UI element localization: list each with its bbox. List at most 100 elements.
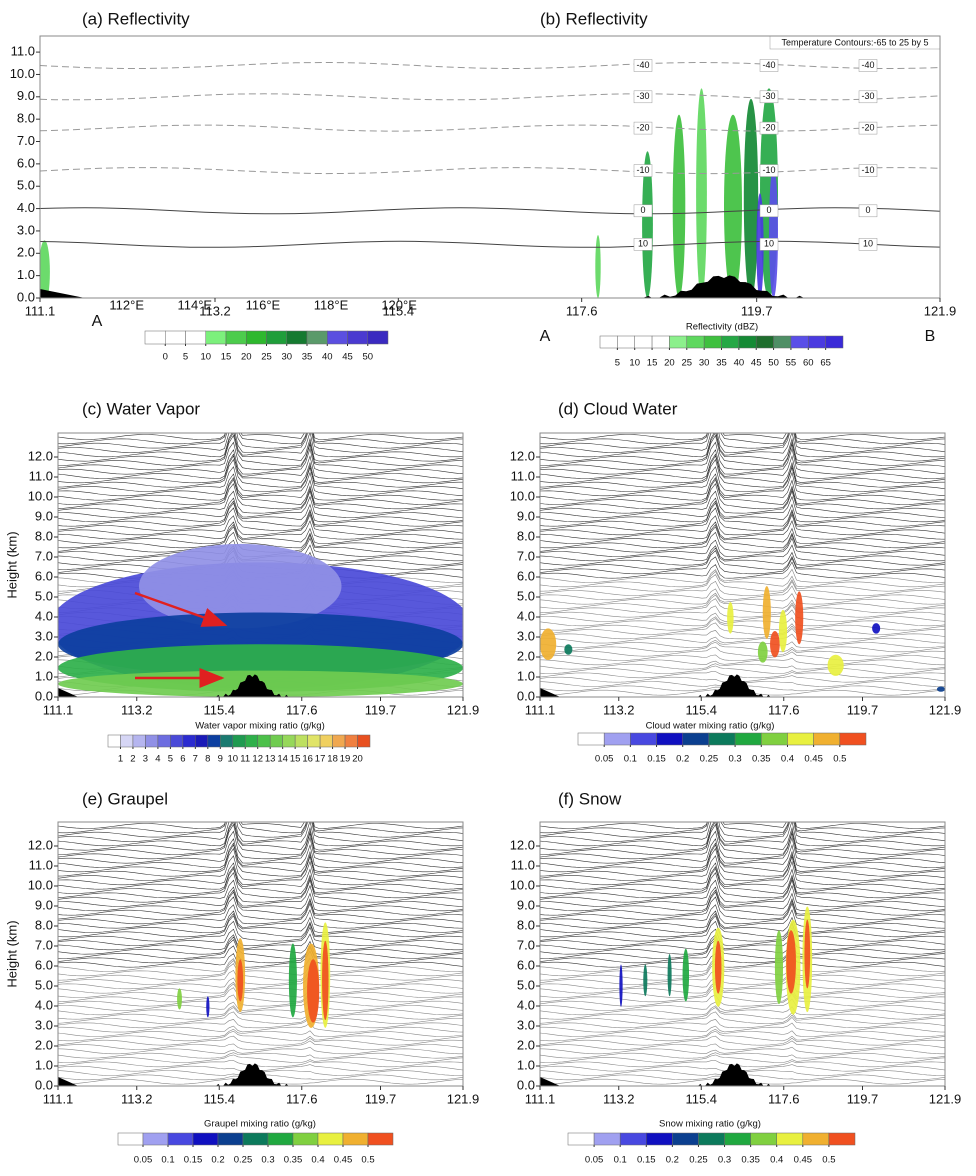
plot-frame xyxy=(57,432,464,698)
colorbar-box xyxy=(294,734,308,748)
terrain xyxy=(540,674,771,697)
colorbar-box xyxy=(761,732,788,746)
panel-title: (a) Reflectivity xyxy=(82,9,190,28)
colorbar-box xyxy=(603,732,631,746)
streamline xyxy=(58,842,463,868)
y-tick-label: 7.0 xyxy=(517,548,535,563)
y-tick-label: 12.0 xyxy=(28,448,53,463)
y-tick-label: 3.0 xyxy=(517,1017,535,1032)
field-shade xyxy=(40,240,50,298)
panel-title: (b) Reflectivity xyxy=(540,9,648,28)
colorbar-box xyxy=(185,330,206,345)
streamline xyxy=(58,909,463,929)
colorbar-box xyxy=(651,335,670,349)
plot-background xyxy=(40,36,940,298)
colorbar-label: Graupel mixing ratio (g/kg) xyxy=(204,1119,316,1130)
streamline xyxy=(540,592,945,605)
streamline xyxy=(540,1016,945,1029)
colorbar-box xyxy=(306,330,328,345)
streamline xyxy=(540,960,945,977)
streamline xyxy=(540,1040,945,1050)
colorbar-tick-label: 0.25 xyxy=(689,1155,708,1166)
streamline xyxy=(58,836,463,864)
panel: (c) Water Vapor 111.1 113.2 115.4 117.6 119.7… xyxy=(4,399,479,764)
streamline xyxy=(58,524,463,544)
contour-label: -30 xyxy=(636,91,649,101)
y-tick-label: 2.0 xyxy=(35,648,53,663)
contour-label: -30 xyxy=(861,91,874,101)
colorbar-box xyxy=(132,734,146,748)
x-tick-label: 121.9 xyxy=(929,1091,962,1106)
streamline xyxy=(540,987,945,1003)
y-tick-label: 1.0 xyxy=(35,668,53,683)
y-tick-label: 9.0 xyxy=(35,897,53,912)
field-shade xyxy=(642,151,653,298)
y-tick-label: 10.0 xyxy=(28,488,53,503)
contour-label: 10 xyxy=(638,239,648,249)
colorbar-tick-label: 0.4 xyxy=(311,1155,324,1166)
streamline xyxy=(58,433,463,449)
panel: (d) Cloud Water 111.1 113.2 115.4 117.6 119.7… xyxy=(510,399,962,764)
colorbar-tick-label: 9 xyxy=(218,754,223,765)
streamline xyxy=(540,477,945,501)
streamline xyxy=(540,550,945,570)
colorbar-tick-label: 25 xyxy=(681,358,692,369)
y-tick-label: 6.0 xyxy=(517,957,535,972)
colorbar-tick-label: 15 xyxy=(647,358,658,369)
colorbar-box xyxy=(755,335,774,349)
streamline xyxy=(58,477,463,501)
plot-frame xyxy=(57,821,464,1087)
colorbar-tick-label: 15 xyxy=(221,352,232,363)
streamline xyxy=(58,495,463,518)
colorbar-tick-label: 20 xyxy=(664,358,675,369)
streamline xyxy=(540,1011,945,1024)
streamline xyxy=(58,915,463,938)
colorbar-tick-label: 50 xyxy=(362,352,373,363)
colorbar-box xyxy=(367,330,389,345)
plot-area xyxy=(58,433,463,697)
streamline xyxy=(58,891,463,916)
y-tick-label: 10.0 xyxy=(28,877,53,892)
streamline xyxy=(540,950,945,968)
streamline xyxy=(540,983,945,998)
panel-title: (e) Graupel xyxy=(82,789,168,808)
streamline xyxy=(540,822,945,851)
colorbar-box xyxy=(242,1132,269,1146)
streamline xyxy=(540,633,945,644)
streamline xyxy=(540,945,945,964)
colorbar-box xyxy=(244,734,258,748)
colorbar-box xyxy=(120,734,134,748)
colorbar-tick-label: 25 xyxy=(261,352,272,363)
colorbar-tick-label: 0.3 xyxy=(261,1155,274,1166)
streamline xyxy=(58,447,463,475)
y-axis-label: Height (km) xyxy=(4,531,19,598)
streamline xyxy=(540,513,945,536)
y-tick-label: 5.0 xyxy=(517,588,535,603)
y-tick-label: 0.0 xyxy=(517,688,535,703)
streamline xyxy=(540,822,945,838)
y-tick-label: 1.0 xyxy=(517,668,535,683)
colorbar-box xyxy=(292,1132,319,1146)
streamline xyxy=(58,433,463,453)
field-shade xyxy=(769,167,778,298)
streamline xyxy=(540,490,945,514)
streamline xyxy=(58,458,463,488)
streamline xyxy=(540,544,945,562)
colorbar-label: Water vapor mixing ratio (g/kg) xyxy=(195,721,325,732)
colorbar-box xyxy=(117,1132,144,1146)
colorbar-box xyxy=(750,1132,777,1146)
streamline xyxy=(58,433,463,458)
field-shade xyxy=(786,930,796,994)
colorbar-tick-label: 65 xyxy=(820,358,831,369)
y-tick-label: 9.0 xyxy=(35,508,53,523)
streamline xyxy=(540,1028,945,1037)
streamline xyxy=(540,598,945,614)
contour-label: 0 xyxy=(640,205,645,215)
colorbar-tick-label: 0.45 xyxy=(334,1155,353,1166)
streamline xyxy=(58,822,463,842)
field-shade xyxy=(762,586,771,639)
streamline xyxy=(540,1022,945,1033)
streamline xyxy=(540,663,945,670)
streamline xyxy=(540,1005,945,1016)
contour-label-bg xyxy=(759,90,779,104)
